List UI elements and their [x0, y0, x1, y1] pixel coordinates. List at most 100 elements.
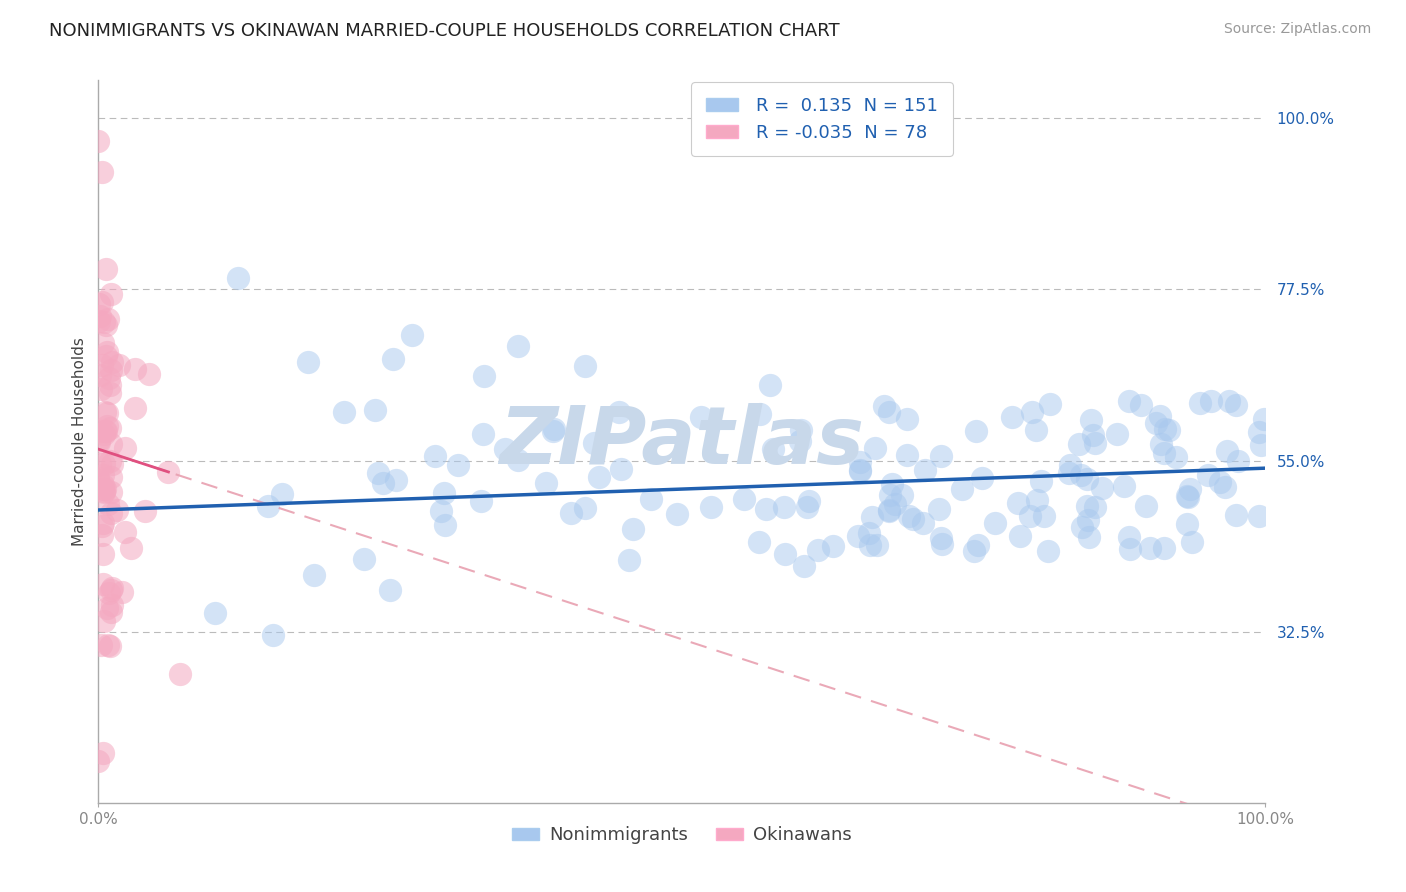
Point	[98, 378, 121, 392]
Point	[93, 484, 115, 499]
Text: Source: ZipAtlas.com: Source: ZipAtlas.com	[1223, 22, 1371, 37]
Point	[543, 421, 565, 435]
Point	[93, 614, 115, 628]
Point	[1197, 468, 1219, 483]
Point	[773, 500, 796, 514]
Point	[1208, 475, 1230, 489]
Point	[607, 405, 630, 419]
Point	[1218, 393, 1240, 408]
Text: ZIPatlas: ZIPatlas	[499, 402, 865, 481]
Point	[97, 312, 120, 326]
Point	[90, 528, 112, 542]
Point	[96, 600, 118, 615]
Point	[1150, 436, 1173, 450]
Point	[100, 506, 122, 520]
Point	[169, 666, 191, 681]
Point	[94, 405, 117, 419]
Point	[430, 504, 453, 518]
Point	[91, 482, 114, 496]
Point	[100, 436, 122, 450]
Point	[884, 497, 907, 511]
Point	[749, 407, 772, 421]
Point	[849, 462, 872, 476]
Point	[1144, 416, 1167, 430]
Point	[91, 577, 114, 591]
Point	[1139, 541, 1161, 555]
Point	[1025, 423, 1047, 437]
Point	[1059, 466, 1081, 480]
Point	[89, 434, 111, 448]
Point	[859, 538, 882, 552]
Point	[965, 425, 987, 439]
Point	[138, 367, 160, 381]
Point	[94, 424, 117, 438]
Point	[1226, 454, 1249, 468]
Point	[87, 314, 110, 328]
Point	[90, 164, 112, 178]
Point	[1080, 413, 1102, 427]
Point	[1225, 508, 1247, 522]
Point	[506, 339, 529, 353]
Point	[382, 351, 405, 366]
Point	[1199, 394, 1222, 409]
Point	[93, 336, 115, 351]
Point	[858, 525, 880, 540]
Point	[447, 458, 470, 472]
Point	[1007, 496, 1029, 510]
Point	[93, 457, 115, 471]
Point	[91, 516, 114, 530]
Point	[90, 294, 112, 309]
Point	[89, 383, 111, 397]
Point	[929, 449, 952, 463]
Point	[807, 542, 830, 557]
Point	[1177, 490, 1199, 504]
Y-axis label: Married-couple Households: Married-couple Households	[72, 337, 87, 546]
Point	[879, 405, 901, 419]
Point	[423, 449, 446, 463]
Point	[228, 271, 250, 285]
Point	[1001, 409, 1024, 424]
Point	[91, 468, 114, 483]
Point	[1181, 534, 1204, 549]
Point	[1164, 450, 1187, 464]
Point	[114, 441, 136, 455]
Point	[1253, 412, 1275, 426]
Point	[96, 318, 118, 332]
Point	[98, 454, 121, 468]
Point	[384, 473, 406, 487]
Point	[1135, 499, 1157, 513]
Point	[364, 403, 387, 417]
Point	[134, 504, 156, 518]
Point	[748, 535, 770, 549]
Point	[1078, 530, 1101, 544]
Point	[640, 491, 662, 506]
Point	[790, 423, 813, 437]
Point	[1178, 483, 1201, 497]
Point	[1175, 489, 1198, 503]
Point	[100, 470, 122, 484]
Point	[619, 553, 641, 567]
Point	[506, 453, 529, 467]
Point	[610, 462, 633, 476]
Point	[111, 585, 134, 599]
Point	[1084, 500, 1107, 515]
Point	[89, 368, 111, 382]
Point	[1019, 509, 1042, 524]
Point	[1247, 508, 1270, 523]
Point	[849, 455, 872, 469]
Point	[472, 369, 495, 384]
Point	[367, 466, 389, 480]
Point	[1059, 458, 1081, 472]
Point	[96, 419, 118, 434]
Point	[560, 507, 582, 521]
Point	[124, 361, 146, 376]
Point	[1091, 481, 1114, 495]
Point	[1153, 422, 1175, 436]
Point	[541, 425, 564, 439]
Point	[733, 491, 755, 506]
Point	[879, 488, 901, 502]
Point	[1247, 425, 1270, 439]
Point	[700, 500, 723, 514]
Point	[1010, 529, 1032, 543]
Point	[1083, 427, 1105, 442]
